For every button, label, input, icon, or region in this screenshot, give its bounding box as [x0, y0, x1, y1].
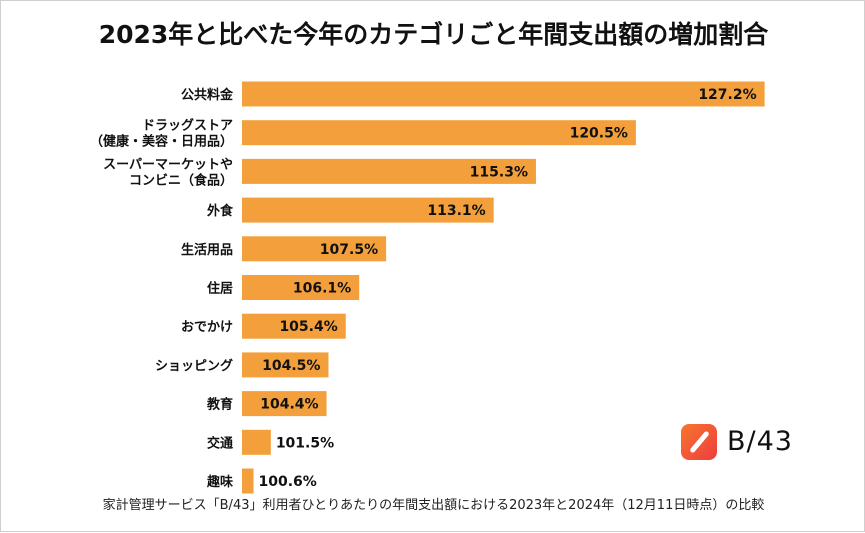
chart-footnote: 家計管理サービス「B/43」利用者ひとりあたりの年間支出額における2023年と2… [102, 498, 765, 513]
bar-3 [242, 197, 494, 223]
value-label-5: 106.1% [293, 281, 351, 297]
value-label-8: 104.4% [260, 397, 318, 413]
bar-8 [242, 391, 327, 417]
category-label-6: おでかけ [181, 320, 233, 335]
value-label-1: 120.5% [570, 126, 628, 142]
brand-name: B/43 [727, 426, 793, 457]
bar-5 [242, 275, 360, 300]
brand-logo-icon [681, 424, 717, 460]
chart-title: 2023年と比べた今年のカテゴリごと年間支出額の増加割合 [98, 20, 769, 49]
bar-10 [242, 468, 254, 494]
category-label-7: ショッピング [155, 358, 233, 374]
bar-9 [242, 429, 271, 455]
category-label-9: 交通 [207, 435, 233, 451]
bar-7 [242, 352, 329, 378]
bar-4 [242, 236, 387, 262]
value-label-2: 115.3% [470, 164, 528, 180]
value-label-6: 105.4% [279, 319, 337, 335]
category-label-5: 住居 [207, 281, 233, 297]
category-label-1: ドラッグストア（健康・美容・日用品） [90, 118, 233, 150]
category-label-2: スーパーマーケットやコンビニ（食品） [103, 157, 233, 188]
category-label-10: 趣味 [206, 474, 233, 490]
category-label-8: 教育 [206, 397, 233, 413]
bar-0 [242, 81, 765, 107]
value-label-3: 113.1% [427, 203, 485, 219]
value-label-10: 100.6% [259, 474, 317, 490]
category-label-3: 外食 [206, 203, 234, 219]
value-label-9: 101.5% [276, 435, 334, 451]
bar-1 [242, 120, 636, 146]
value-label-0: 127.2% [698, 87, 756, 103]
category-label-0: 公共料金 [181, 87, 234, 103]
category-label-4: 生活用品 [181, 242, 233, 258]
bar-6 [242, 313, 346, 339]
value-label-4: 107.5% [320, 242, 378, 258]
value-label-7: 104.5% [262, 358, 320, 374]
bar-2 [242, 158, 536, 184]
